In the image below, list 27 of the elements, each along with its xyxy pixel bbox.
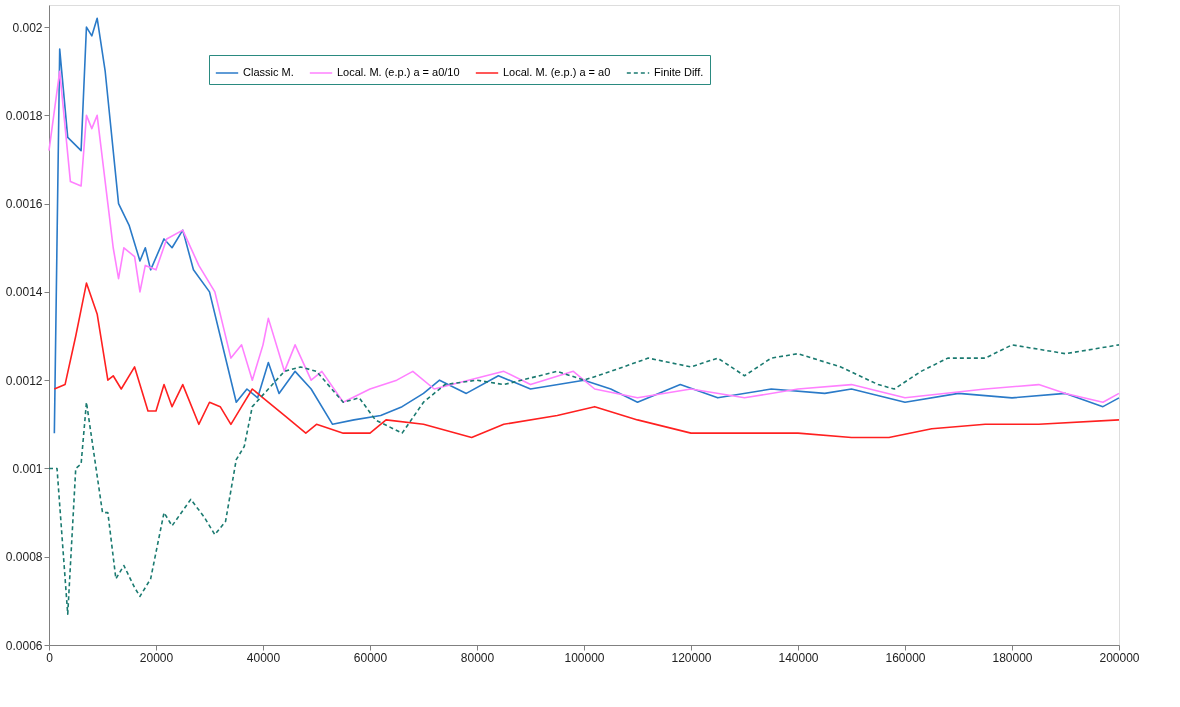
y-tick-label: 0.0018	[5, 108, 43, 123]
y-tick-label: 0.002	[12, 20, 43, 35]
legend-label: Classic M.	[243, 66, 294, 78]
x-tick-label: 0	[46, 650, 54, 665]
line-series	[48, 344, 1120, 615]
legend-label: Finite Diff.	[654, 66, 704, 78]
legend-label: Local. M. (e.p.) a = a0/10	[337, 66, 460, 78]
line-series	[53, 282, 1120, 439]
x-tick-label: 120000	[671, 650, 712, 665]
x-tick-label: 140000	[778, 650, 819, 665]
x-tick-label: 60000	[353, 650, 388, 665]
line-series	[53, 17, 1120, 434]
legend-label: Local. M. (e.p.) a = a0	[503, 66, 611, 78]
y-tick-label: 0.0006	[5, 638, 43, 653]
x-tick-label: 180000	[992, 650, 1033, 665]
x-tick-label: 80000	[460, 650, 495, 665]
y-tick-label: 0.0016	[5, 197, 43, 212]
y-tick-label: 0.0008	[5, 550, 43, 565]
line-series	[48, 70, 1120, 404]
x-tick-label: 100000	[564, 650, 605, 665]
x-tick-label: 160000	[885, 650, 926, 665]
x-tick-label: 40000	[246, 650, 281, 665]
y-tick-label: 0.001	[12, 461, 43, 476]
x-tick-label: 20000	[139, 650, 174, 665]
x-tick-label: 200000	[1099, 650, 1140, 665]
y-tick-label: 0.0014	[5, 285, 43, 300]
y-tick-label: 0.0012	[5, 373, 43, 388]
